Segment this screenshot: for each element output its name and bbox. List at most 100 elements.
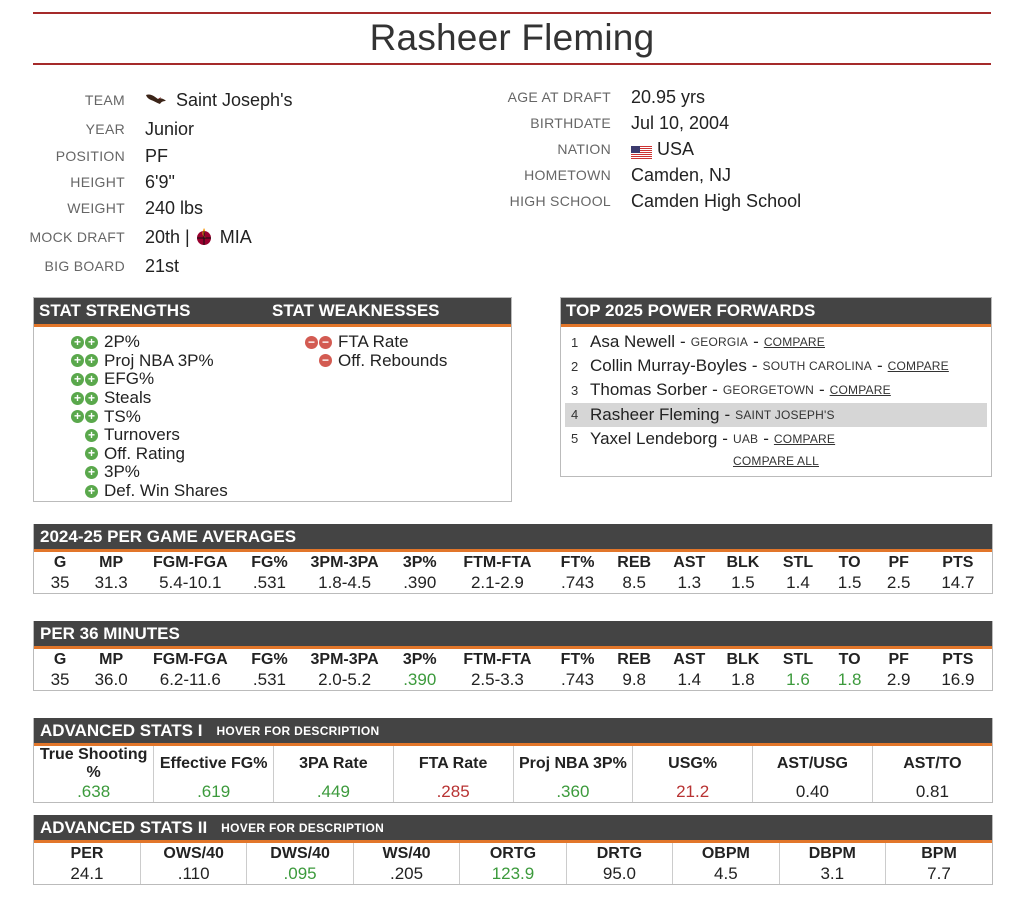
stat-column-header: 3PM-3PA xyxy=(310,650,379,668)
top-forward-row[interactable]: 1 Asa Newell - GEORGIA - COMPARE xyxy=(565,330,987,354)
bio-value-text: 21st xyxy=(145,255,180,276)
bio-value-text: 240 lbs xyxy=(145,197,204,218)
top-forward-name[interactable]: Thomas Sorber xyxy=(590,380,708,400)
player-name: Rasheer Fleming xyxy=(369,17,655,58)
stat-value: .743 xyxy=(561,573,595,592)
strength-label: Steals xyxy=(104,388,152,408)
stat-value: 9.8 xyxy=(622,670,646,689)
top-forward-rank: 1 xyxy=(571,334,579,350)
stat-column-header[interactable]: FTA Rate xyxy=(392,746,513,782)
stat-value: .638 xyxy=(77,782,111,801)
stat-value: 2.9 xyxy=(886,670,911,689)
stat-value: 21.2 xyxy=(632,782,753,802)
stat-value: .360 xyxy=(512,782,633,802)
stat-column-header: PTS xyxy=(942,650,974,668)
compare-link[interactable]: COMPARE xyxy=(829,383,891,398)
bio-value-text: USA xyxy=(657,138,695,159)
plus-circle-icon: + xyxy=(85,391,98,405)
top-forward-name[interactable]: Collin Murray-Boyles xyxy=(590,356,747,376)
stat-column-header[interactable]: USG% xyxy=(632,746,753,782)
top-forward-row[interactable]: 2 Collin Murray-Boyles - SOUTH CAROLINA - COM… xyxy=(565,354,987,378)
bio-label: HEIGHT xyxy=(70,174,125,190)
stat-column-header[interactable]: 3PA Rate xyxy=(273,746,394,782)
strength-item: + + EFG% xyxy=(64,369,228,389)
stat-column-header[interactable]: PER xyxy=(70,844,104,862)
top-forwards-list: 1 Asa Newell - GEORGIA - COMPARE 2 Collin Murra… xyxy=(561,327,991,451)
hover-hint: HOVER FOR DESCRIPTION xyxy=(216,723,380,738)
plus-circle-icon: + xyxy=(85,428,98,442)
strength-label: 3P% xyxy=(104,462,140,482)
stat-column-header[interactable]: AST/USG xyxy=(752,746,873,782)
stat-value: .390 xyxy=(403,573,437,592)
compare-link[interactable]: COMPARE xyxy=(763,335,825,350)
strength-rating: + + xyxy=(64,391,98,405)
compare-link[interactable]: COMPARE xyxy=(887,359,949,374)
strength-label: Off. Rating xyxy=(104,443,185,463)
stat-table: G MP FGM-FGA FG% 3PM-3PA 3P% FTM-FTA FT% REB AST B… xyxy=(34,649,992,690)
top-forward-row[interactable]: 4 Rasheer Fleming - SAINT JOSEPH'S xyxy=(565,402,987,427)
bio-value-text: 20.95 yrs xyxy=(631,86,706,107)
bio-value-text: Saint Joseph's xyxy=(176,89,293,110)
stat-column-header: TO xyxy=(838,553,861,571)
bio-row: MOCK DRAFT 20th | MIA xyxy=(0,224,251,250)
stat-table: PER OWS/40 DWS/40 WS/40 ORTG DRTG OBPM DBPM BPM 2… xyxy=(34,843,992,884)
separator: - xyxy=(753,332,759,352)
stat-value: .095 xyxy=(246,864,354,884)
stat-column-header[interactable]: OBPM xyxy=(672,843,780,864)
separator: - xyxy=(763,428,769,448)
strength-rating: + + xyxy=(64,354,98,368)
stat-value: 4.5 xyxy=(672,864,780,884)
bio-value: 21st xyxy=(145,256,179,277)
stat-value: 2.0-5.2 xyxy=(318,670,372,689)
stat-column-header: FT% xyxy=(560,553,595,571)
compare-link[interactable]: COMPARE xyxy=(773,431,836,446)
top-forward-school: GEORGIA xyxy=(690,335,749,350)
stat-value: 8.5 xyxy=(622,573,646,592)
plus-circle-icon: + xyxy=(71,372,84,386)
stat-value: 3.1 xyxy=(778,864,886,884)
stat-value: .285 xyxy=(392,782,513,802)
stat-table-title: ADVANCED STATS II xyxy=(40,817,208,837)
strengths-list: + +2P% + + Proj NBA 3P% + + EFG% + + Steals + + TS% + T… xyxy=(64,332,228,500)
separator: - xyxy=(722,428,728,448)
per-game-table: 2024-25 PER GAME AVERAGES G MP FGM-FGA FG% 3P… xyxy=(33,524,993,594)
top-forward-name[interactable]: Yaxel Lendeborg xyxy=(590,428,718,448)
stat-column-header: 3PM-3PA xyxy=(310,553,379,571)
stat-column-header[interactable]: WS/40 xyxy=(352,843,460,864)
hover-hint: HOVER FOR DESCRIPTION xyxy=(221,820,385,835)
bio-label: NATION xyxy=(557,141,611,157)
top-forward-row[interactable]: 5 Yaxel Lendeborg - UAB - COMPARE xyxy=(565,427,987,451)
top-rule xyxy=(33,12,991,14)
bio-row: HOMETOWN Camden, NJ xyxy=(0,162,731,188)
top-forward-row[interactable]: 3 Thomas Sorber - GEORGETOWN - COMPARE xyxy=(565,378,987,402)
stat-column-header[interactable]: True Shooting % xyxy=(39,746,148,781)
bio-value-text: Camden High School xyxy=(631,190,802,211)
strength-label: 2P% xyxy=(104,332,140,352)
bio-label: YEAR xyxy=(85,121,125,137)
stat-value: 2.1-2.9 xyxy=(470,573,524,592)
top-forward-name[interactable]: Rasheer Fleming xyxy=(590,404,720,424)
minus-circle-icon: − xyxy=(319,354,332,368)
stat-column-header[interactable]: DRTG xyxy=(565,843,673,864)
stat-column-header: PTS xyxy=(942,553,974,571)
stat-column-header[interactable]: DBPM xyxy=(778,843,886,864)
stat-column-header[interactable]: ORTG xyxy=(459,843,567,864)
stat-column-header[interactable]: BPM xyxy=(885,843,992,864)
top-forward-name[interactable]: Asa Newell xyxy=(590,332,676,352)
bio-row: YEAR Junior xyxy=(0,116,194,142)
bio-value: USA xyxy=(631,139,694,160)
stat-value-row: 35 36.0 6.2-11.6 .531 2.0-5.2 .390 2.5-3.3 .743… xyxy=(34,670,992,690)
stat-column-header[interactable]: Proj NBA 3P% xyxy=(512,746,633,782)
minus-circle-icon: − xyxy=(305,335,318,349)
stat-column-header[interactable]: AST/TO xyxy=(871,746,992,782)
top-forward-school: SOUTH CAROLINA xyxy=(762,359,872,374)
compare-all-link[interactable]: COMPARE ALL xyxy=(732,453,819,468)
plus-circle-icon: + xyxy=(85,354,98,368)
bio-value: 6'9" xyxy=(145,172,175,193)
us-flag-icon xyxy=(631,143,652,159)
stat-column-header[interactable]: OWS/40 xyxy=(139,843,247,864)
bio-value: 20.95 yrs xyxy=(631,87,705,108)
stat-column-header: FGM-FGA xyxy=(152,553,228,571)
stat-column-header[interactable]: DWS/40 xyxy=(246,843,354,864)
stat-column-header[interactable]: Effective FG% xyxy=(153,746,274,782)
